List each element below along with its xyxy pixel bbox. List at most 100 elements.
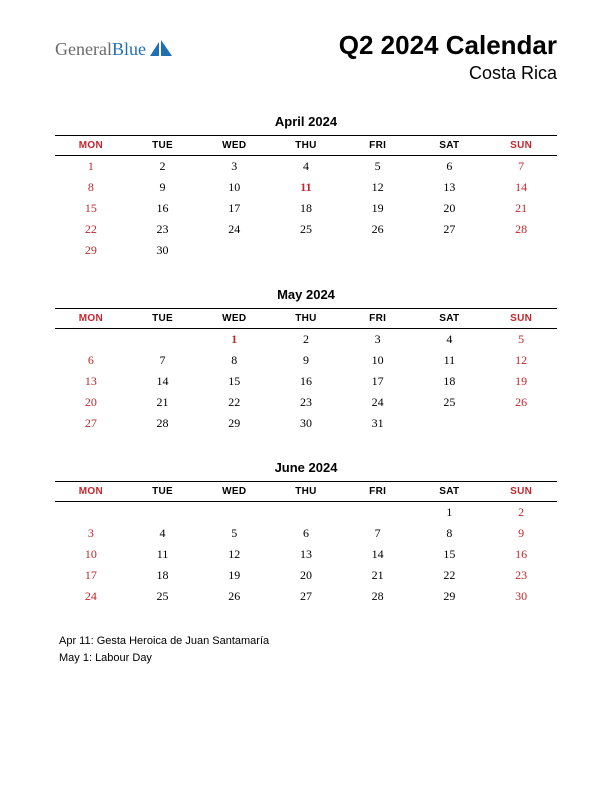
title-block: Q2 2024 Calendar Costa Rica [339, 30, 557, 84]
calendar-day: 20 [55, 392, 127, 413]
calendar-day: 5 [485, 329, 557, 351]
month-title: April 2024 [55, 114, 557, 129]
logo: GeneralBlue [55, 30, 172, 58]
logo-word-1: General [55, 39, 112, 59]
calendar-day: 16 [127, 198, 199, 219]
calendar-day: 20 [414, 198, 486, 219]
calendar-day [55, 329, 127, 351]
logo-sail-icon [150, 40, 172, 58]
calendar-month: June 2024MONTUEWEDTHUFRISATSUN1234567891… [55, 460, 557, 607]
calendar-day: 14 [342, 544, 414, 565]
day-header: TUE [127, 482, 199, 502]
calendar-day: 6 [414, 156, 486, 178]
calendar-day: 27 [414, 219, 486, 240]
day-header: SUN [485, 482, 557, 502]
calendar-day: 14 [127, 371, 199, 392]
calendar-day: 24 [198, 219, 270, 240]
calendar-day: 7 [342, 523, 414, 544]
calendar-day: 8 [414, 523, 486, 544]
calendar-week: 10111213141516 [55, 544, 557, 565]
calendar-day: 11 [270, 177, 342, 198]
calendar-day [342, 240, 414, 261]
calendar-day: 7 [127, 350, 199, 371]
calendar-week: 13141516171819 [55, 371, 557, 392]
calendar-week: 17181920212223 [55, 565, 557, 586]
calendar-day: 9 [270, 350, 342, 371]
calendar-week: 12 [55, 502, 557, 524]
calendar-week: 22232425262728 [55, 219, 557, 240]
calendar-day [127, 502, 199, 524]
page-subtitle: Costa Rica [339, 63, 557, 84]
calendar-day [414, 240, 486, 261]
calendar-day [270, 240, 342, 261]
calendar-day [342, 502, 414, 524]
day-header: MON [55, 482, 127, 502]
calendar-day: 15 [414, 544, 486, 565]
calendar-week: 3456789 [55, 523, 557, 544]
day-header: WED [198, 136, 270, 156]
day-header: SUN [485, 309, 557, 329]
month-title: May 2024 [55, 287, 557, 302]
calendar-day: 14 [485, 177, 557, 198]
day-header: WED [198, 309, 270, 329]
calendar-day [485, 240, 557, 261]
holidays-list: Apr 11: Gesta Heroica de Juan Santamaría… [55, 633, 557, 666]
calendar-day: 19 [485, 371, 557, 392]
calendar-week: 24252627282930 [55, 586, 557, 607]
calendar-day [414, 413, 486, 434]
header: GeneralBlue Q2 2024 Calendar Costa Rica [55, 30, 557, 84]
calendar-day: 16 [270, 371, 342, 392]
calendar-day: 2 [127, 156, 199, 178]
calendar-day: 12 [485, 350, 557, 371]
calendar-day: 18 [270, 198, 342, 219]
calendar-day: 16 [485, 544, 557, 565]
calendar-day: 15 [198, 371, 270, 392]
calendar-day: 23 [127, 219, 199, 240]
calendar-day: 26 [485, 392, 557, 413]
calendar-week: 891011121314 [55, 177, 557, 198]
calendar-day: 13 [414, 177, 486, 198]
calendar-day: 1 [414, 502, 486, 524]
calendar-day: 4 [270, 156, 342, 178]
calendar-day: 3 [198, 156, 270, 178]
logo-word-2: Blue [112, 39, 146, 59]
calendar-day: 2 [270, 329, 342, 351]
calendars-container: April 2024MONTUEWEDTHUFRISATSUN123456789… [55, 114, 557, 607]
calendar-day: 6 [270, 523, 342, 544]
calendar-day: 10 [342, 350, 414, 371]
calendar-day: 11 [414, 350, 486, 371]
calendar-day: 30 [485, 586, 557, 607]
calendar-day: 23 [270, 392, 342, 413]
calendar-day: 29 [55, 240, 127, 261]
calendar-day: 3 [342, 329, 414, 351]
day-header: TUE [127, 136, 199, 156]
calendar-day: 9 [127, 177, 199, 198]
day-header: SAT [414, 136, 486, 156]
day-header: MON [55, 136, 127, 156]
calendar-day: 1 [198, 329, 270, 351]
calendar-day: 10 [198, 177, 270, 198]
day-header: SAT [414, 309, 486, 329]
calendar-day: 27 [270, 586, 342, 607]
calendar-day: 29 [414, 586, 486, 607]
calendar-month: April 2024MONTUEWEDTHUFRISATSUN123456789… [55, 114, 557, 261]
calendar-day: 17 [342, 371, 414, 392]
calendar-day: 22 [198, 392, 270, 413]
calendar-day: 31 [342, 413, 414, 434]
calendar-day [270, 502, 342, 524]
calendar-day: 25 [270, 219, 342, 240]
calendar-day: 19 [198, 565, 270, 586]
day-header: FRI [342, 309, 414, 329]
day-header: FRI [342, 136, 414, 156]
calendar-day: 30 [127, 240, 199, 261]
calendar-day: 10 [55, 544, 127, 565]
calendar-day: 26 [342, 219, 414, 240]
calendar-day: 25 [127, 586, 199, 607]
calendar-day: 8 [198, 350, 270, 371]
calendar-day: 26 [198, 586, 270, 607]
calendar-day: 6 [55, 350, 127, 371]
day-header: WED [198, 482, 270, 502]
calendar-table: MONTUEWEDTHUFRISATSUN1234567891011121314… [55, 135, 557, 261]
calendar-day: 22 [414, 565, 486, 586]
calendar-day: 12 [198, 544, 270, 565]
